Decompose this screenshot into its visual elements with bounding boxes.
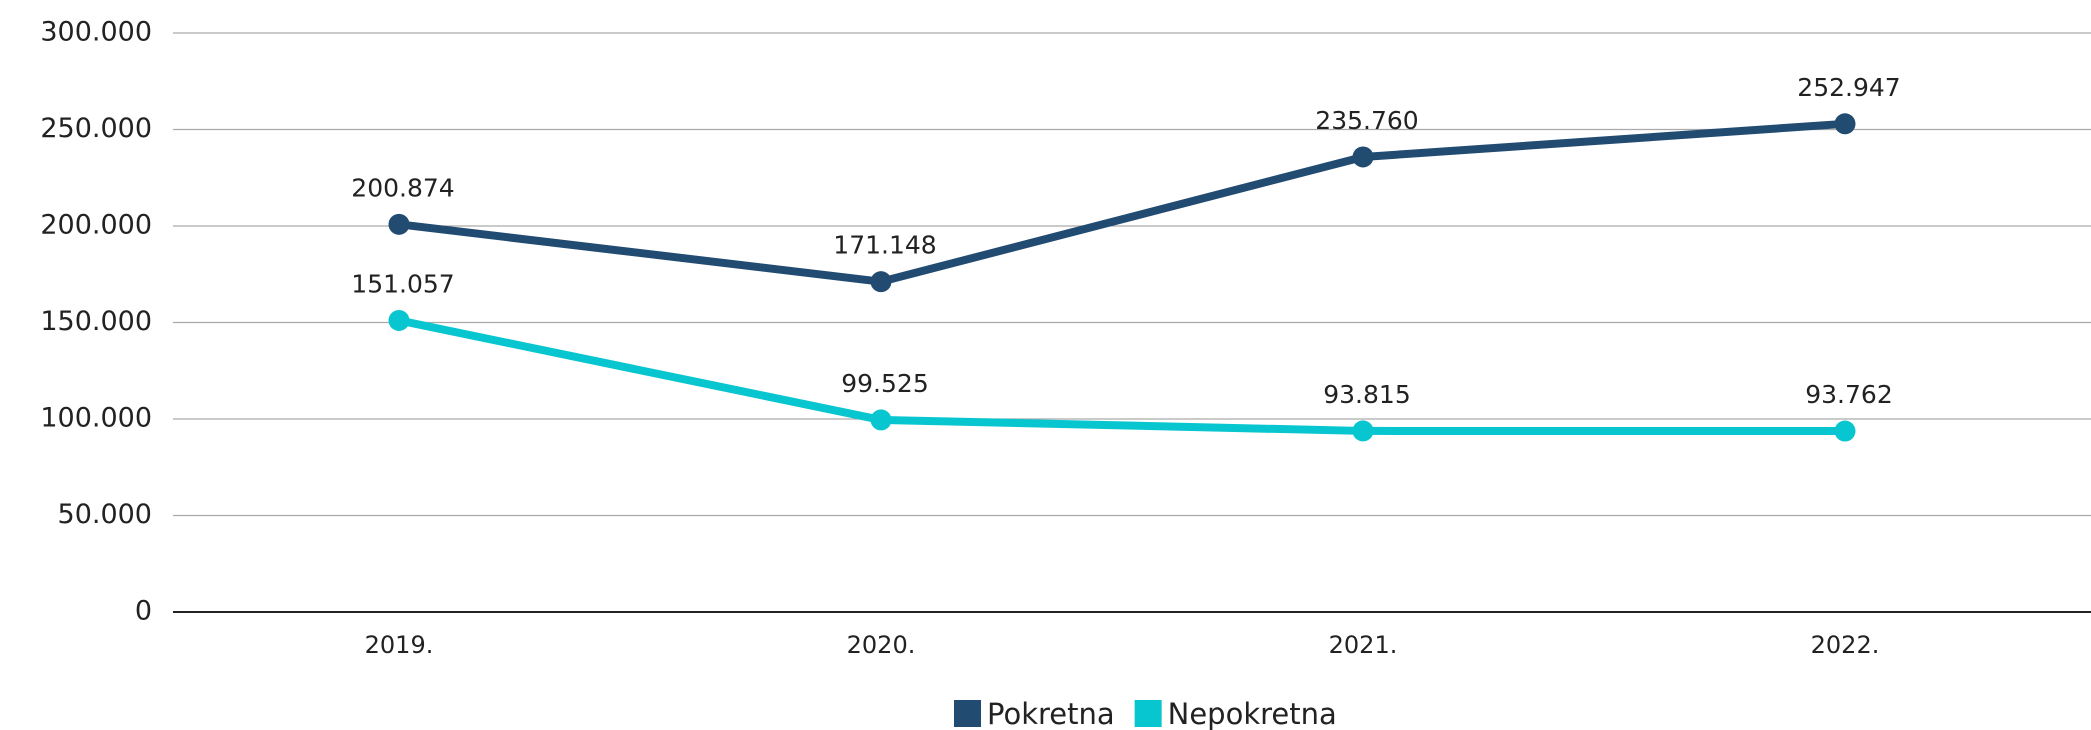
x-tick-label: 2021. [1329,631,1398,659]
data-label: 200.874 [351,173,454,202]
x-tick-label: 2019. [365,631,434,659]
data-point [388,213,410,235]
data-label: 151.057 [351,269,454,298]
y-tick-label: 250.000 [40,113,152,144]
y-tick-label: 150.000 [40,306,152,337]
data-label: 235.760 [1315,106,1418,135]
data-point [1352,420,1374,442]
y-tick-label: 50.000 [58,499,152,530]
y-tick-label: 300.000 [40,17,152,48]
y-tick-label: 200.000 [40,210,152,241]
data-label: 93.815 [1323,380,1410,409]
data-label: 99.525 [841,369,928,398]
legend-swatch [1134,700,1162,727]
series-line [398,119,1846,286]
legend-swatch [954,700,981,727]
data-label: 93.762 [1805,380,1892,409]
data-label: 171.148 [833,231,936,260]
y-tick-label: 0 [135,596,152,627]
data-point [870,409,892,431]
data-point [870,271,892,293]
data-point [1834,420,1856,442]
x-tick-label: 2022. [1811,631,1880,659]
data-point [1834,113,1856,135]
x-tick-label: 2020. [847,631,916,659]
legend-label: Pokretna [987,697,1115,730]
data-point [1352,146,1374,168]
data-point [388,309,410,331]
legend-label: Nepokretna [1168,697,1337,730]
data-label: 252.947 [1797,73,1900,102]
series-line [398,316,1846,436]
y-tick-label: 100.000 [40,403,152,434]
